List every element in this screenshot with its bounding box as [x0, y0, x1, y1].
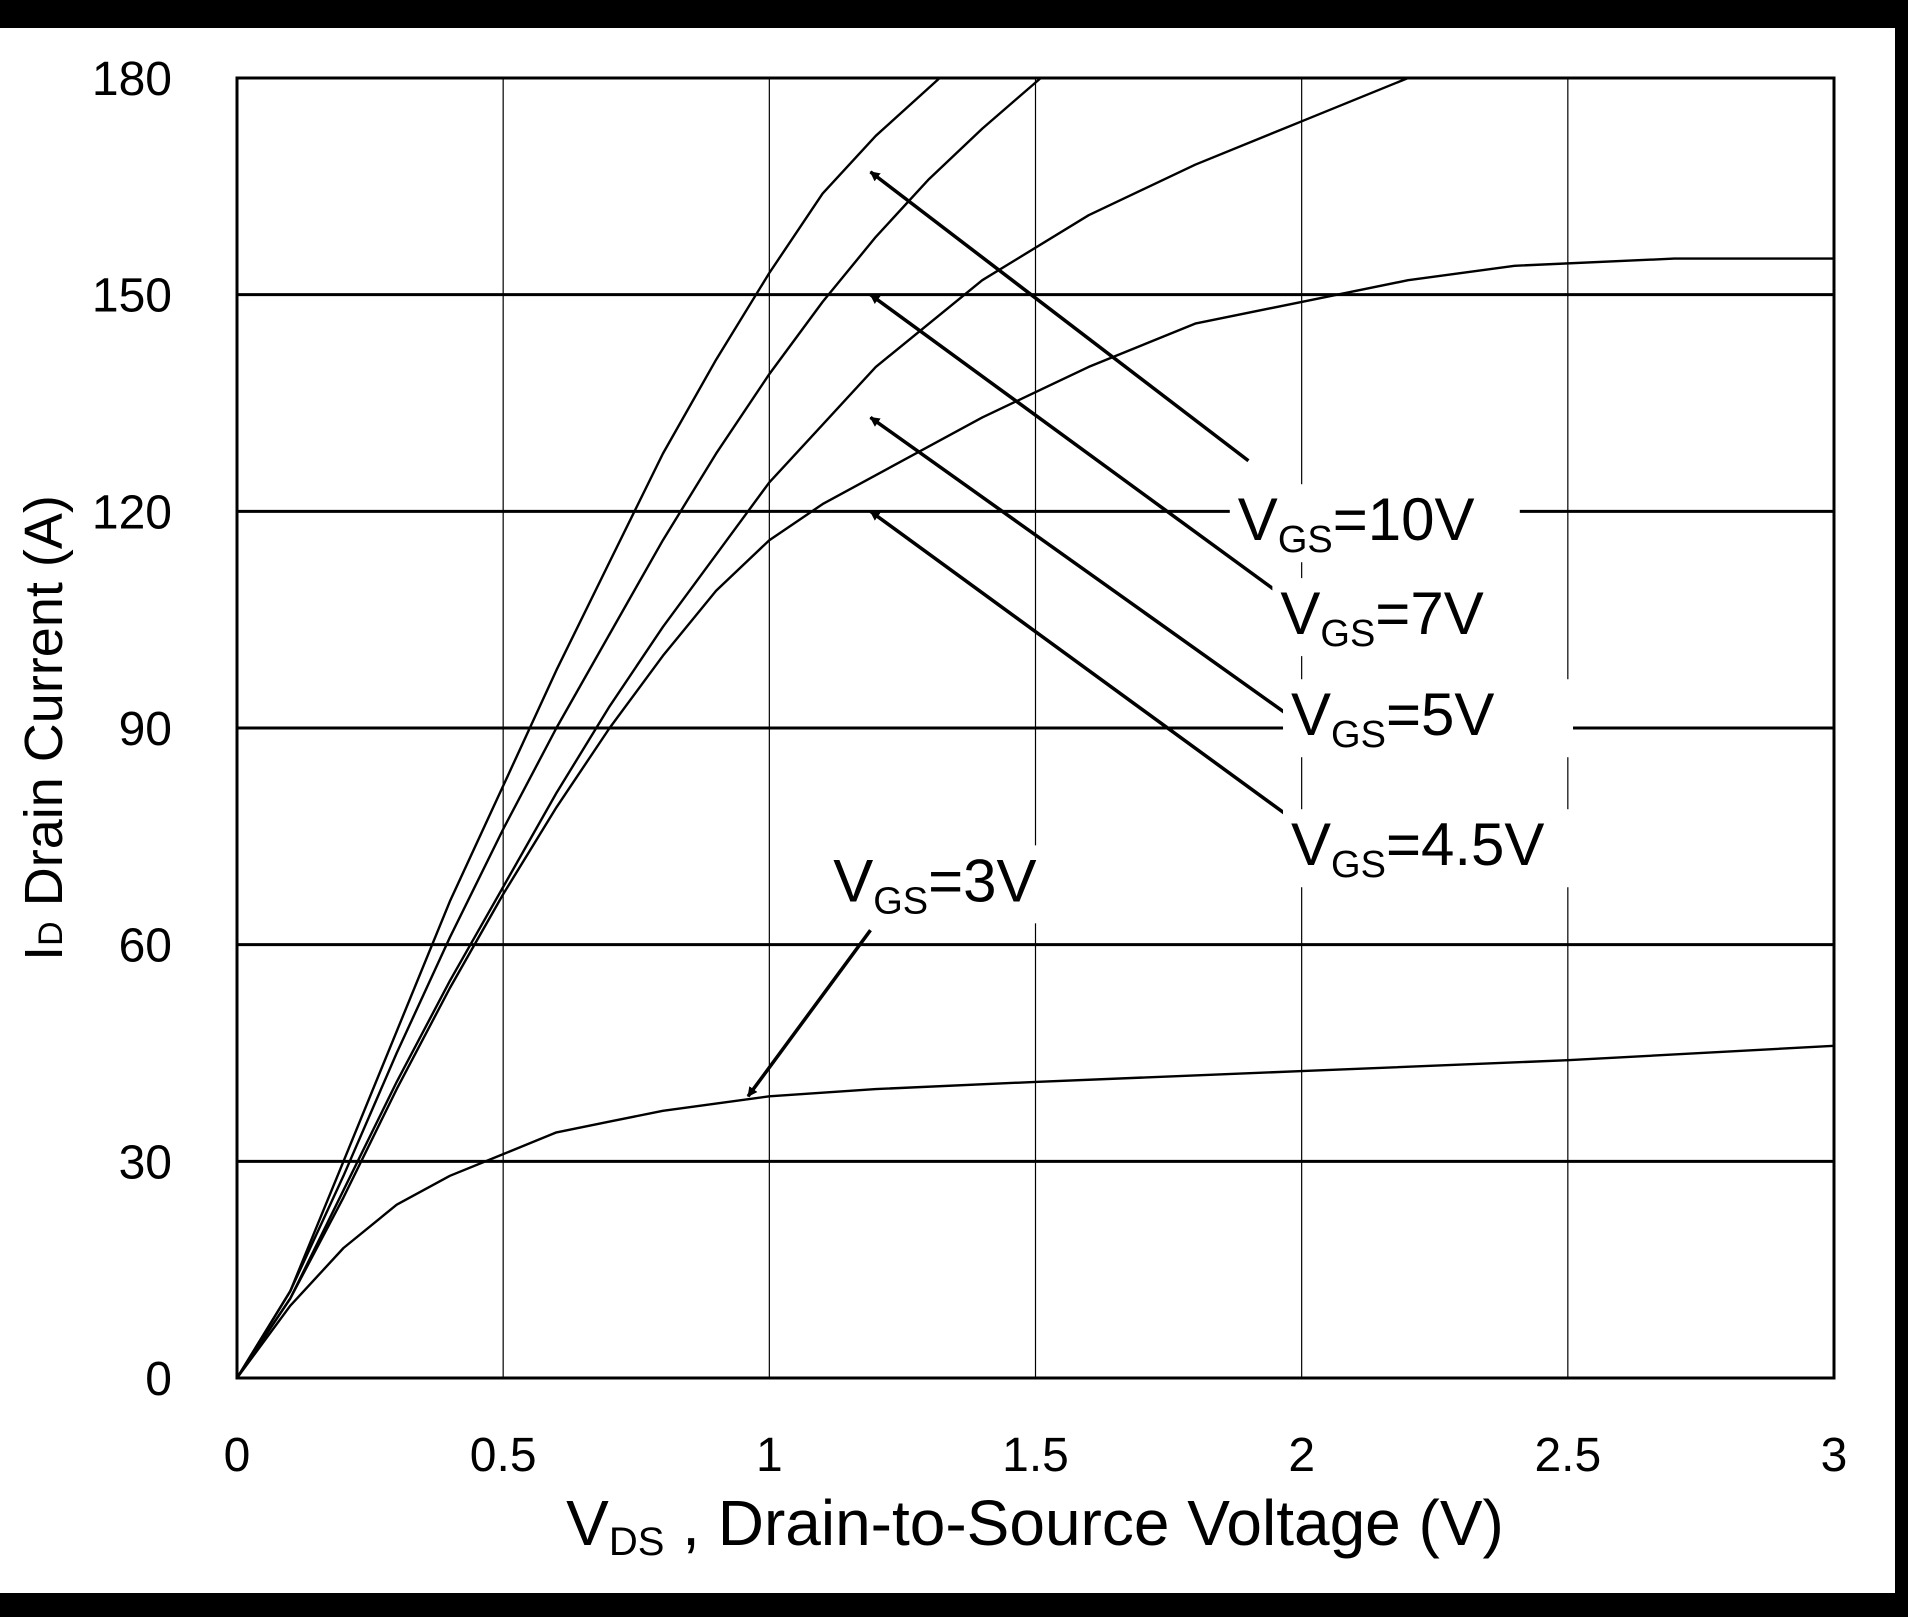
series-line-vgs-4-5v	[236, 257, 1834, 1379]
series-line-vgs-5v	[236, 76, 1409, 1379]
arrow-vgs-5v	[869, 416, 1298, 723]
x-tick-label: 1.5	[1002, 1429, 1069, 1482]
series-line-vgs-7v	[235, 77, 1042, 1379]
grid-layer	[237, 78, 1834, 1378]
label-background-vgs-5v	[1283, 679, 1574, 758]
y-tick-label: 0	[145, 1353, 172, 1406]
y-tick-label: 180	[92, 53, 172, 106]
arrow-vgs-3v	[746, 929, 872, 1098]
x-tick-label: 2	[1288, 1429, 1315, 1482]
x-tick-label: 0.5	[470, 1429, 537, 1482]
arrow-vgs-7v	[869, 293, 1287, 600]
y-tick-label: 120	[92, 486, 172, 539]
x-tick-label: 3	[1821, 1429, 1848, 1482]
series-label-vgs-4-5v: VGS=4.5V	[1291, 811, 1544, 886]
y-tick-label: 90	[119, 703, 172, 756]
x-axis-label-sub: DS	[609, 1520, 665, 1564]
y-axis-label-sub: D	[32, 921, 70, 946]
series-label-vgs-3v: VGS=3V	[833, 847, 1036, 922]
chart-frame	[0, 28, 1895, 1593]
x-tick-label: 2.5	[1534, 1429, 1601, 1482]
y-tick-label: 30	[119, 1136, 172, 1189]
y-axis-label-main: I	[14, 946, 74, 961]
series-label-vgs-10v: VGS=10V	[1238, 486, 1475, 561]
x-axis-label-rest: , Drain-to-Source Voltage (V)	[664, 1487, 1503, 1559]
arrow-vgs-10v	[869, 170, 1250, 463]
x-tick-label: 0	[224, 1429, 251, 1482]
series-line-vgs-3v	[236, 1044, 1835, 1379]
y-axis-label-rest: Drain Current (A)	[14, 495, 74, 921]
label-background-vgs-3v	[825, 845, 1116, 924]
label-background-vgs-7v	[1272, 578, 1563, 657]
x-tick-label: 1	[756, 1429, 783, 1482]
series-line-vgs-10v	[235, 77, 941, 1379]
plot-border	[235, 76, 1836, 1380]
label-background-vgs-4-5v	[1283, 809, 1574, 888]
series-label-vgs-7v: VGS=7V	[1280, 580, 1483, 655]
label-layer: VGS=10V VGS=7V VGS=5V VGS=4.5V VGS=3V	[746, 170, 1574, 1098]
y-axis-label: ID Drain Current (A)	[14, 495, 74, 961]
series-layer	[235, 76, 1835, 1379]
label-background-vgs-10v	[1229, 484, 1520, 563]
x-axis-label-main: V	[566, 1487, 609, 1559]
series-label-vgs-5v: VGS=5V	[1291, 681, 1494, 756]
x-axis-label: VDS , Drain-to-Source Voltage (V)	[566, 1487, 1504, 1564]
arrow-vgs-4-5v	[869, 509, 1298, 824]
y-tick-label: 60	[119, 920, 172, 973]
y-tick-label: 150	[92, 270, 172, 323]
